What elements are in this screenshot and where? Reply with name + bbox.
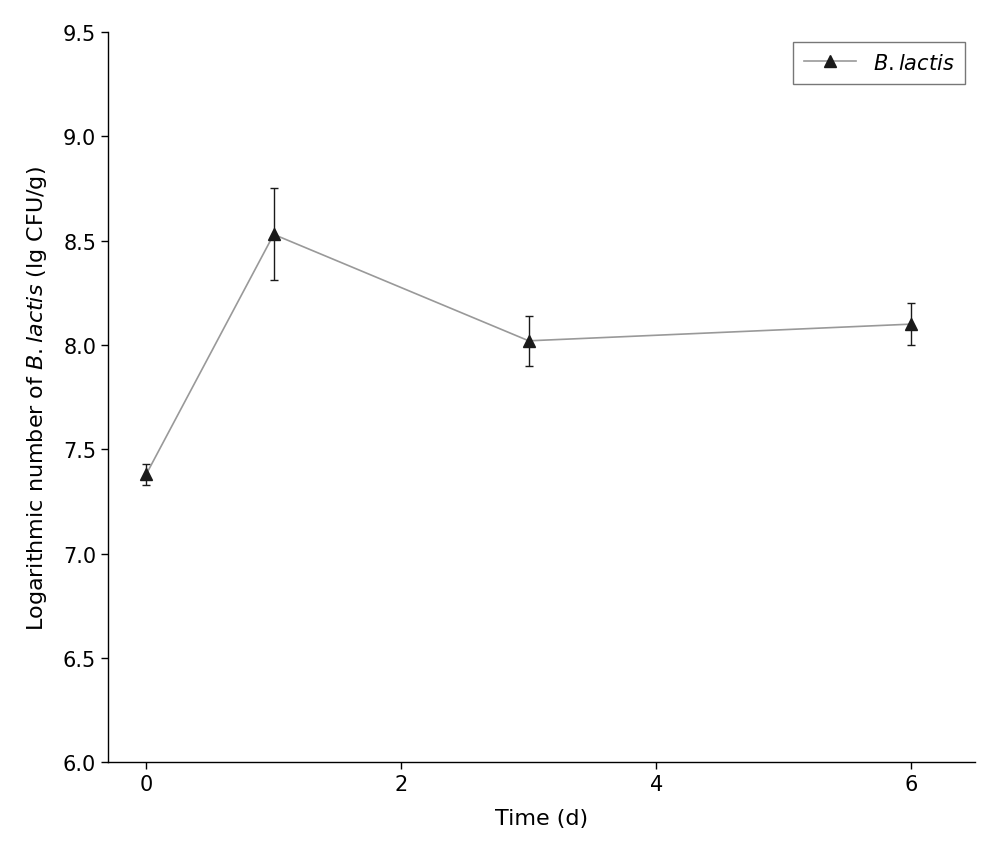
Y-axis label: Logarithmic number of $\it{B. lactis}$ (lg CFU/g): Logarithmic number of $\it{B. lactis}$ (… bbox=[25, 165, 49, 630]
Legend: $\it{B. lactis}$: $\it{B. lactis}$ bbox=[793, 44, 965, 84]
X-axis label: Time (d): Time (d) bbox=[495, 808, 588, 828]
